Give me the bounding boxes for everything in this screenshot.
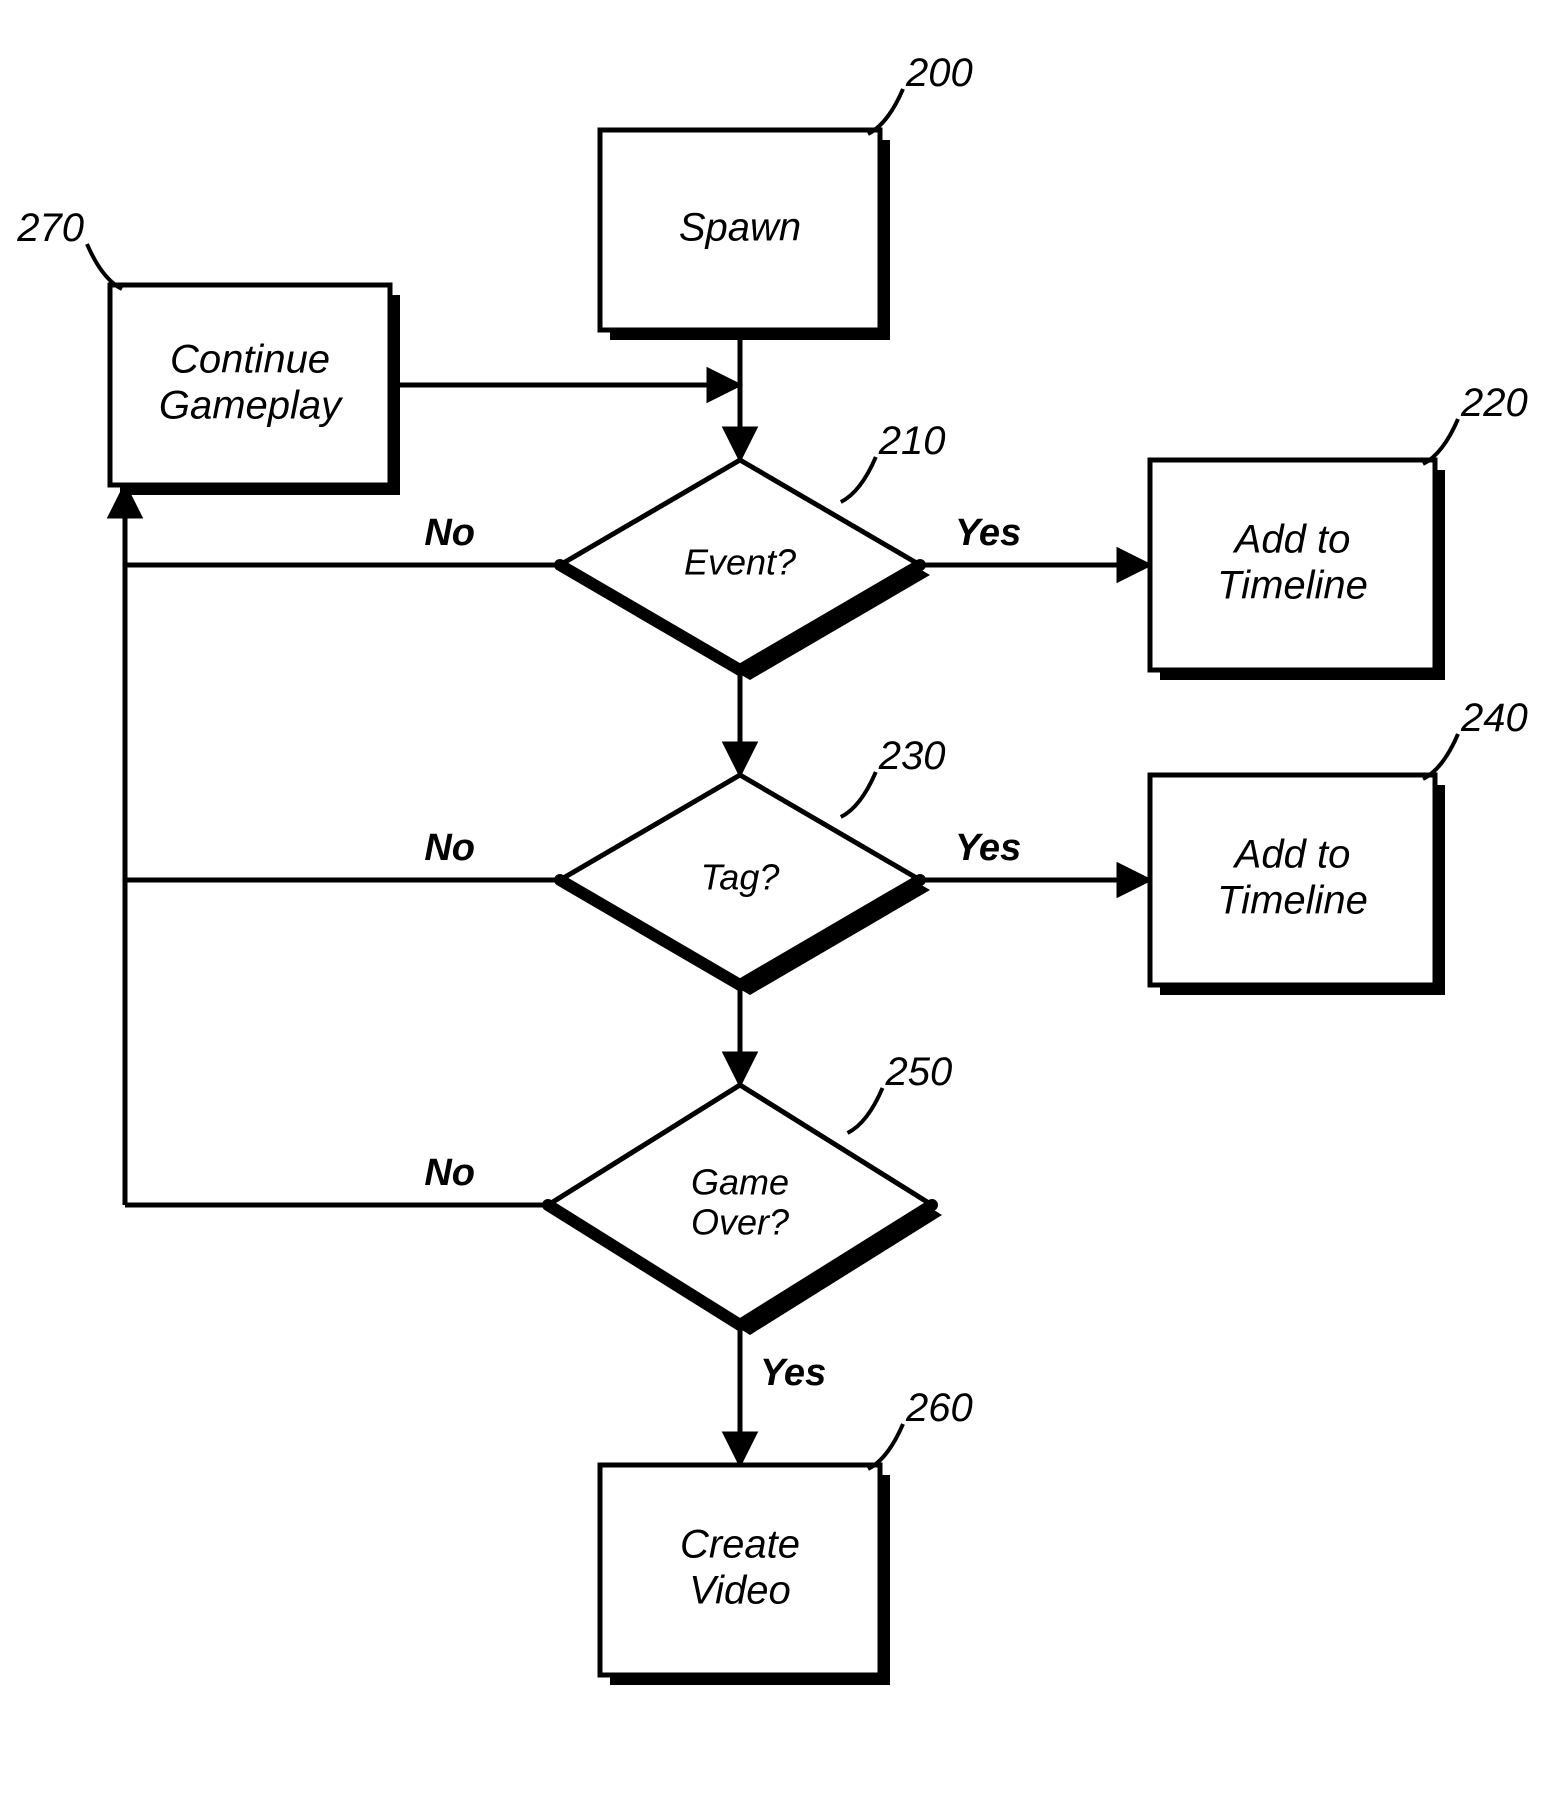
node-text: Timeline — [1217, 564, 1368, 608]
node-240: Add toTimeline — [1150, 775, 1445, 995]
node-text: Video — [689, 1569, 791, 1613]
node-text: Timeline — [1217, 879, 1368, 923]
ref-label: 270 — [16, 206, 84, 250]
node-250: GameOver? — [548, 1085, 942, 1335]
node-text: Tag? — [701, 857, 780, 898]
node-200: Spawn — [600, 130, 890, 340]
node-230: Tag? — [560, 775, 930, 995]
node-210: Event? — [560, 460, 930, 680]
ref-label: 210 — [878, 419, 946, 463]
edge-label: No — [424, 827, 475, 869]
node-text: Spawn — [679, 206, 801, 250]
node-text: Continue — [170, 338, 330, 382]
node-text: Create — [680, 1523, 800, 1567]
node-text: Add to — [1233, 833, 1351, 877]
node-text: Event? — [684, 542, 796, 583]
node-text: Over? — [691, 1202, 789, 1243]
ref-label: 260 — [905, 1386, 973, 1430]
edge-label: Yes — [760, 1352, 826, 1394]
edge-label: No — [424, 1152, 475, 1194]
node-text: Add to — [1233, 518, 1351, 562]
ref-label: 250 — [885, 1050, 953, 1094]
flowchart-diagram: Yes No Yes No No Yes Spawn 200 ContinueGameplay 2… — [0, 0, 1549, 1801]
ref-label: 230 — [878, 734, 946, 778]
ref-label: 220 — [1460, 381, 1528, 425]
node-270: ContinueGameplay — [110, 285, 400, 495]
edge-label: Yes — [955, 827, 1021, 869]
node-260: CreateVideo — [600, 1465, 890, 1685]
node-220: Add toTimeline — [1150, 460, 1445, 680]
edge-label: No — [424, 512, 475, 554]
node-text: Game — [691, 1162, 789, 1203]
node-text: Gameplay — [159, 384, 344, 428]
ref-label: 200 — [905, 51, 973, 95]
ref-label: 240 — [1460, 696, 1528, 740]
edge-label: Yes — [955, 512, 1021, 554]
